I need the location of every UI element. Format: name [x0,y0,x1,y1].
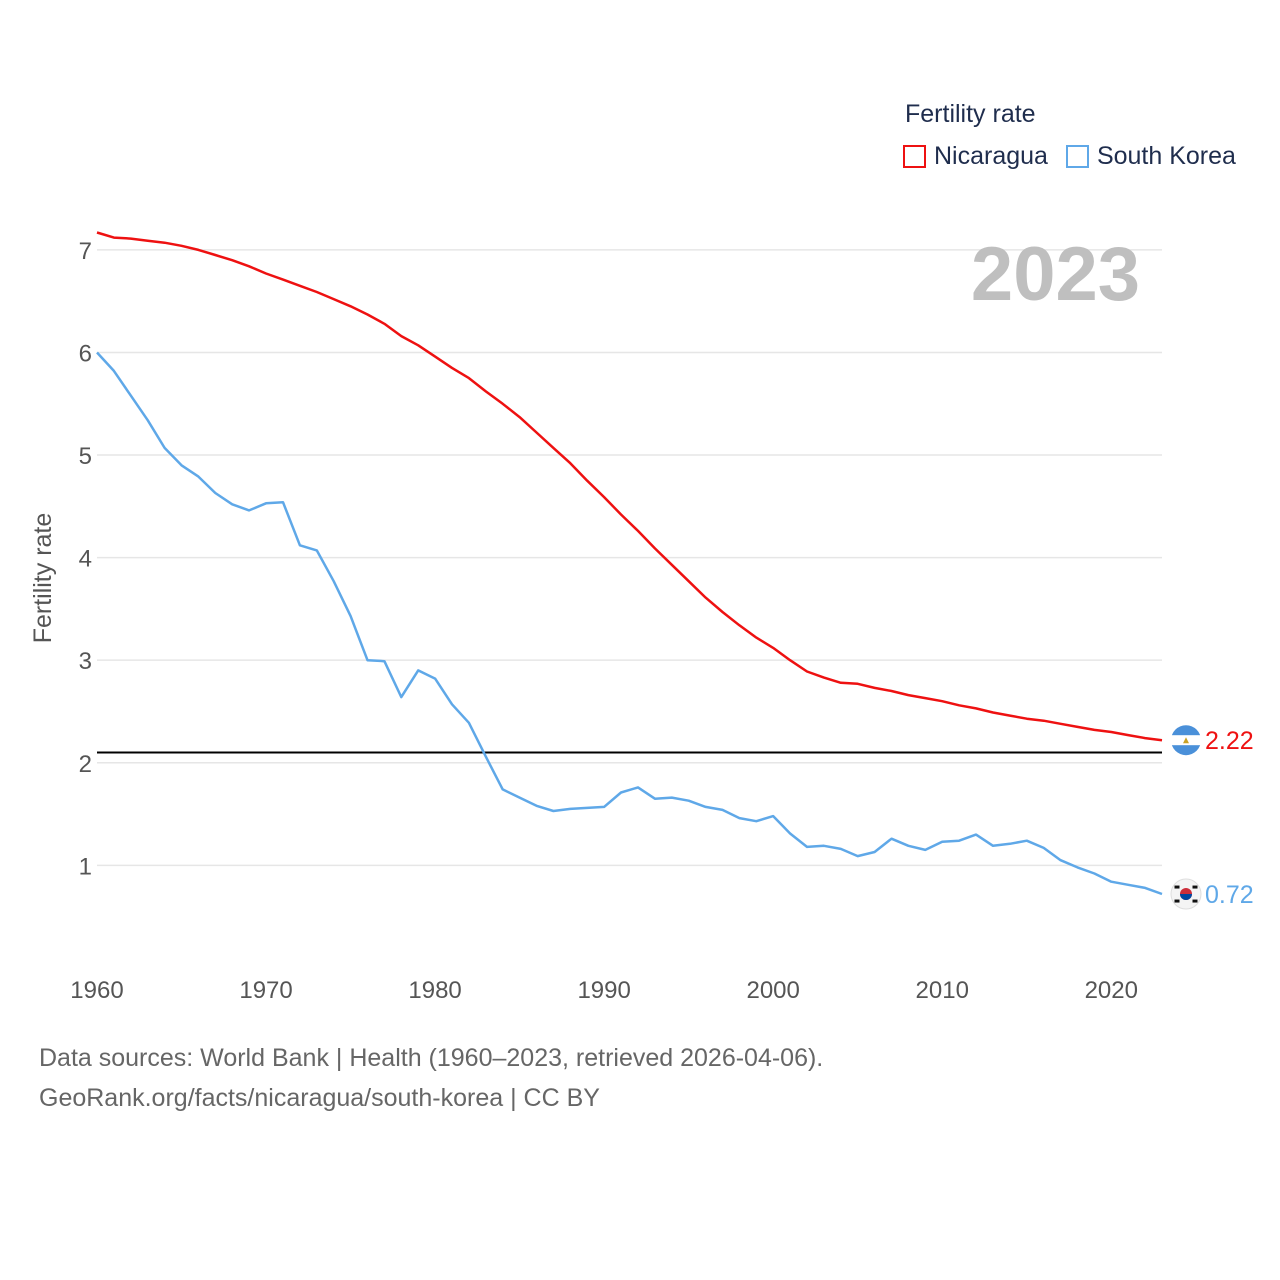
end-value-nicaragua: 2.22 [1205,727,1254,755]
y-tick-label: 7 [79,238,92,265]
legend-title: Fertility rate [905,100,1036,128]
y-tick-labels: 1 2 3 4 5 6 7 [79,238,92,880]
series-line-south-korea [96,351,1163,896]
legend-item-nicaragua[interactable]: Nicaragua [903,142,1048,171]
source-line-2[interactable]: GeoRank.org/facts/nicaragua/south-korea … [39,1084,600,1112]
legend: Nicaragua South Korea [903,142,1254,171]
year-label: 2023 [971,232,1140,317]
end-markers: 2.22 0.72 [1170,725,1254,910]
legend-swatch-nicaragua [903,145,926,168]
series-lines [96,231,1163,896]
grid-lines [97,249,1162,867]
x-tick-label: 1960 [70,977,123,1004]
x-tick-label: 1970 [239,977,292,1004]
source-line-1: Data sources: World Bank | Health (1960–… [39,1044,824,1072]
y-tick-label: 2 [79,751,92,778]
y-tick-label: 3 [79,648,92,675]
x-tick-label: 2020 [1085,977,1138,1004]
legend-label-south-korea: South Korea [1096,142,1236,170]
x-tick-labels: 1960 1970 1980 1990 2000 2010 2020 [70,977,1138,1004]
y-tick-label: 4 [79,546,92,573]
x-tick-label: 1980 [408,977,461,1004]
legend-label-nicaragua: Nicaragua [934,142,1048,170]
y-tick-label: 6 [79,340,92,367]
legend-item-south-korea[interactable]: South Korea [1065,142,1236,171]
nicaragua-flag-icon [1171,725,1201,756]
x-tick-label: 2000 [746,977,799,1004]
x-tick-label: 1990 [577,977,630,1004]
end-value-south-korea: 0.72 [1205,881,1254,909]
y-tick-label: 5 [79,443,92,470]
y-axis-title: Fertility rate [29,513,57,644]
south-korea-flag-icon [1170,878,1202,910]
x-tick-label: 2010 [916,977,969,1004]
legend-swatch-south-korea [1065,145,1089,168]
y-tick-label: 1 [79,853,92,880]
series-line-nicaragua [96,231,1163,742]
